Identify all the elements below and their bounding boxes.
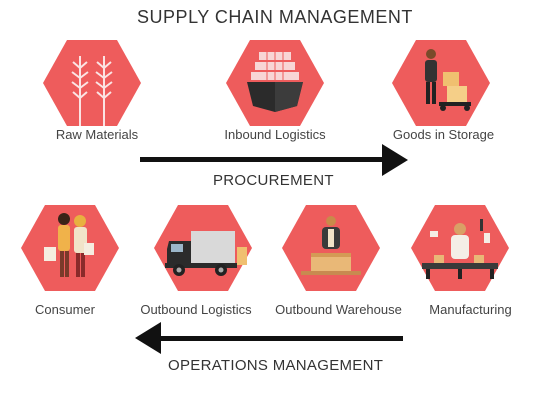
operations-arrow [135, 322, 403, 354]
wheat-icon [42, 38, 142, 128]
stage-label-outbound-warehouse: Outbound Warehouse [275, 302, 402, 317]
warehouse-worker-icon [391, 38, 491, 128]
procurement-label: PROCUREMENT [213, 172, 334, 189]
delivery-truck-icon [153, 203, 253, 293]
packing-worker-icon [281, 203, 381, 293]
procurement-arrow [140, 144, 408, 176]
stage-label-raw-materials: Raw Materials [55, 127, 139, 142]
stage-label-manufacturing: Manufacturing [429, 302, 512, 317]
stage-label-consumer: Consumer [35, 302, 95, 317]
factory-worker-icon [410, 203, 510, 293]
stage-label-goods-in-storage: Goods in Storage [392, 127, 495, 142]
shoppers-icon [20, 203, 120, 293]
operations-management-label: OPERATIONS MANAGEMENT [168, 357, 384, 374]
stage-label-outbound-logistics: Outbound Logistics [140, 302, 252, 317]
diagram-title: SUPPLY CHAIN MANAGEMENT [137, 7, 413, 27]
cargo-ship-icon [225, 38, 325, 128]
stage-label-inbound-logistics: Inbound Logistics [224, 127, 326, 142]
